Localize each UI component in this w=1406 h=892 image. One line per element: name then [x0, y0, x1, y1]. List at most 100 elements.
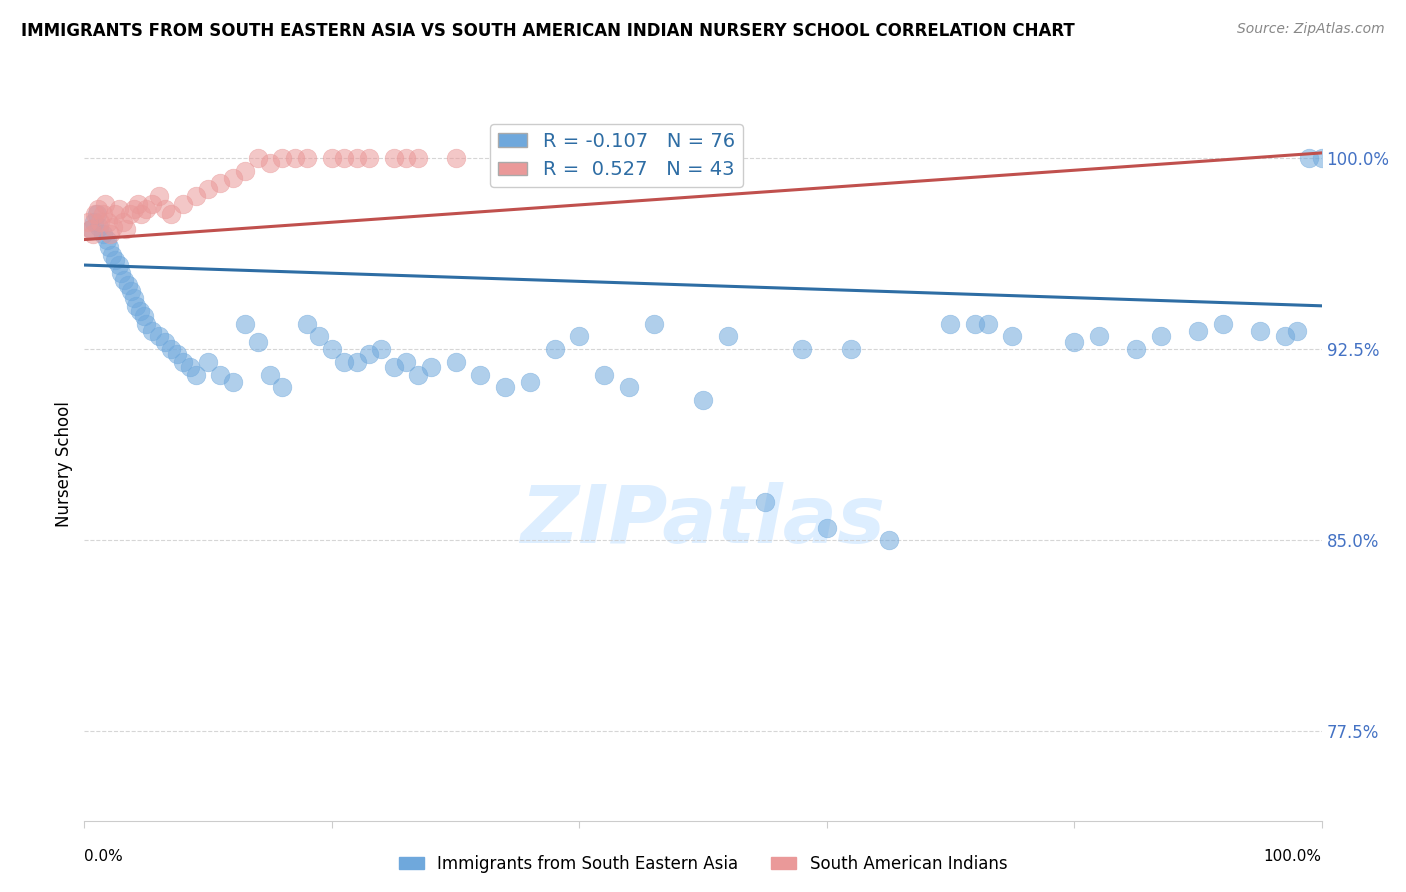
Point — [108, 258, 131, 272]
Point — [246, 334, 269, 349]
Point — [97, 215, 120, 229]
Point — [408, 151, 430, 165]
Text: IMMIGRANTS FROM SOUTH EASTERN ASIA VS SOUTH AMERICAN INDIAN NURSERY SCHOOL CORRE: IMMIGRANTS FROM SOUTH EASTERN ASIA VS SO… — [21, 22, 1074, 40]
Point — [104, 207, 127, 221]
Point — [444, 151, 467, 165]
Point — [179, 359, 201, 374]
Point — [321, 342, 343, 356]
Point — [259, 156, 281, 170]
Point — [98, 240, 121, 254]
Point — [87, 202, 110, 216]
Point — [148, 329, 170, 343]
Point — [419, 359, 441, 374]
Point — [568, 329, 591, 343]
Point — [209, 177, 232, 191]
Point — [259, 368, 281, 382]
Point — [209, 368, 232, 382]
Point — [222, 171, 245, 186]
Point — [94, 197, 117, 211]
Point — [77, 215, 100, 229]
Text: 0.0%: 0.0% — [84, 849, 124, 864]
Point — [1298, 151, 1320, 165]
Point — [184, 189, 207, 203]
Point — [172, 197, 194, 211]
Point — [271, 151, 294, 165]
Legend: Immigrants from South Eastern Asia, South American Indians: Immigrants from South Eastern Asia, Sout… — [392, 848, 1014, 880]
Text: Source: ZipAtlas.com: Source: ZipAtlas.com — [1237, 22, 1385, 37]
Point — [111, 215, 134, 229]
Point — [115, 222, 138, 236]
Point — [333, 355, 356, 369]
Point — [395, 151, 418, 165]
Point — [1249, 324, 1271, 338]
Point — [82, 227, 104, 242]
Point — [370, 342, 392, 356]
Point — [333, 151, 356, 165]
Point — [160, 207, 183, 221]
Point — [617, 380, 640, 394]
Point — [197, 181, 219, 195]
Point — [321, 151, 343, 165]
Point — [295, 151, 318, 165]
Point — [110, 266, 132, 280]
Point — [91, 207, 114, 221]
Point — [543, 342, 565, 356]
Point — [120, 207, 142, 221]
Point — [135, 317, 157, 331]
Point — [117, 278, 139, 293]
Point — [643, 317, 665, 331]
Point — [91, 227, 114, 242]
Point — [284, 151, 307, 165]
Text: ZIPatlas: ZIPatlas — [520, 482, 886, 560]
Point — [222, 376, 245, 390]
Point — [197, 355, 219, 369]
Point — [346, 355, 368, 369]
Point — [135, 202, 157, 216]
Point — [1212, 317, 1234, 331]
Point — [89, 219, 111, 234]
Point — [395, 355, 418, 369]
Point — [83, 215, 105, 229]
Point — [108, 202, 131, 216]
Point — [132, 309, 155, 323]
Point — [153, 334, 176, 349]
Point — [141, 197, 163, 211]
Point — [233, 163, 256, 178]
Point — [1063, 334, 1085, 349]
Point — [1001, 329, 1024, 343]
Point — [295, 317, 318, 331]
Point — [444, 355, 467, 369]
Point — [790, 342, 813, 356]
Point — [754, 495, 776, 509]
Point — [184, 368, 207, 382]
Point — [153, 202, 176, 216]
Point — [357, 151, 380, 165]
Point — [122, 291, 145, 305]
Y-axis label: Nursery School: Nursery School — [55, 401, 73, 527]
Point — [519, 376, 541, 390]
Point — [125, 299, 148, 313]
Point — [112, 273, 135, 287]
Point — [79, 222, 101, 236]
Point — [382, 359, 405, 374]
Point — [841, 342, 863, 356]
Point — [717, 329, 740, 343]
Point — [346, 151, 368, 165]
Point — [965, 317, 987, 331]
Point — [815, 520, 838, 534]
Point — [86, 207, 108, 221]
Point — [122, 202, 145, 216]
Point — [148, 189, 170, 203]
Point — [1150, 329, 1173, 343]
Point — [84, 207, 107, 221]
Point — [129, 304, 152, 318]
Point — [172, 355, 194, 369]
Point — [1285, 324, 1308, 338]
Point — [127, 197, 149, 211]
Point — [166, 347, 188, 361]
Point — [233, 317, 256, 331]
Point — [246, 151, 269, 165]
Point — [494, 380, 516, 394]
Point — [1274, 329, 1296, 343]
Point — [1125, 342, 1147, 356]
